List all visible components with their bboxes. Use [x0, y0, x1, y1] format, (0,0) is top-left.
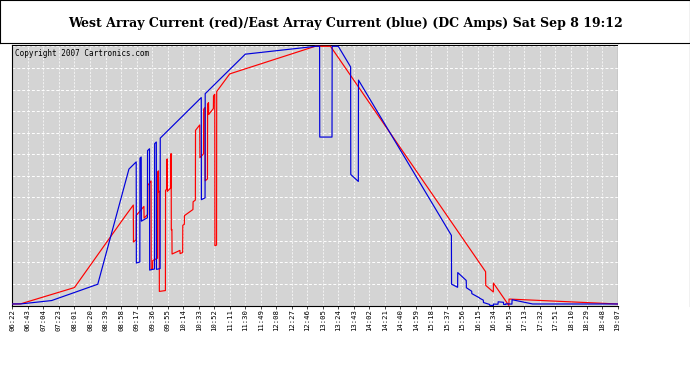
Text: West Array Current (red)/East Array Current (blue) (DC Amps) Sat Sep 8 19:12: West Array Current (red)/East Array Curr…	[68, 17, 622, 30]
Text: Copyright 2007 Cartronics.com: Copyright 2007 Cartronics.com	[15, 49, 149, 58]
